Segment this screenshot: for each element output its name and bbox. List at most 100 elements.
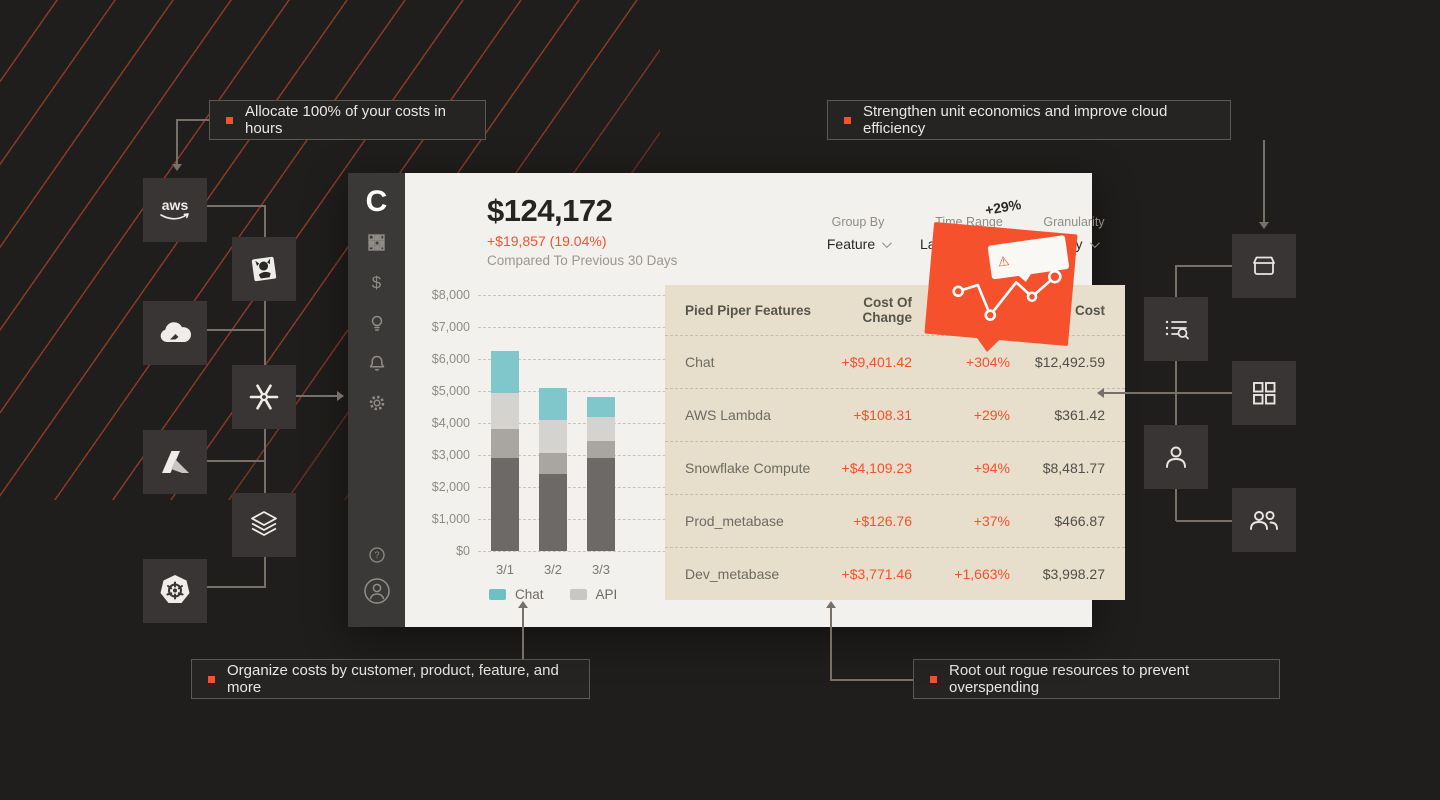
col-header-cost-of-change: Cost Of Change	[862, 295, 912, 325]
arrow-up-icon	[826, 601, 836, 608]
connector	[522, 608, 524, 659]
y-axis-tick: $1,000	[431, 512, 470, 526]
x-axis-tick: 3/2	[543, 562, 563, 577]
table-cell: Chat	[685, 354, 715, 370]
connector	[1263, 140, 1265, 222]
y-axis-tick: $6,000	[431, 352, 470, 366]
connector	[207, 329, 264, 331]
bar-segment	[539, 453, 567, 475]
kubernetes-icon	[143, 559, 207, 623]
bar-segment	[491, 392, 519, 430]
app-logo: C	[365, 185, 388, 218]
table-cell: Dev_metabase	[685, 566, 780, 582]
bar-segment	[539, 419, 567, 454]
group-by-control: Group By Feature	[803, 215, 913, 252]
anomaly-alert-sticker: ⚠	[924, 221, 1078, 354]
table-row[interactable]: Prod_metabase +$126.76 +37% $466.87	[665, 494, 1125, 547]
connector	[830, 679, 913, 681]
connector	[207, 205, 265, 207]
connector	[296, 395, 337, 397]
sidebar-account-avatar[interactable]	[348, 577, 405, 605]
table-cell: Prod_metabase	[685, 513, 784, 529]
callout-text: Organize costs by customer, product, fea…	[227, 662, 559, 696]
y-axis-tick: $2,000	[431, 480, 470, 494]
bullet-icon	[930, 675, 937, 683]
cost-audit-list-icon	[1144, 297, 1208, 361]
stacked-bar	[587, 397, 615, 551]
table-header-row: Pied Piper Features Cost Of Change Total…	[665, 285, 1125, 335]
callout-text: Strengthen unit economics and improve cl…	[863, 103, 1168, 137]
chevron-down-icon	[882, 237, 892, 248]
table-cell: +$108.31	[853, 407, 912, 423]
callout-unit-economics: Strengthen unit economics and improve cl…	[827, 100, 1231, 140]
table-cell: +94%	[973, 460, 1010, 476]
sidebar-cost-icon[interactable]: $	[371, 273, 382, 292]
sidebar-alerts-bell-icon[interactable]	[348, 354, 405, 372]
stacked-bar	[539, 387, 567, 551]
app-sidebar: C $ ?	[348, 173, 405, 627]
callout-allocate: Allocate 100% of your costs in hours	[209, 100, 486, 140]
legend-swatch	[569, 589, 587, 600]
table-cell: $361.42	[1054, 407, 1105, 423]
bar-segment	[491, 458, 519, 551]
bar-segment	[587, 440, 615, 459]
product-box-icon	[1232, 234, 1296, 298]
connector	[830, 608, 832, 681]
databricks-icon	[232, 493, 296, 557]
table-row[interactable]: Chat +$9,401.42 +304% $12,492.59	[665, 335, 1125, 388]
y-axis-tick: $3,000	[431, 448, 470, 462]
table-cell: +1,663%	[954, 566, 1010, 582]
aws-icon: aws	[143, 178, 207, 242]
table-cell: $466.87	[1054, 513, 1105, 529]
table-cell: +304%	[966, 354, 1010, 370]
google-cloud-icon	[143, 301, 207, 365]
sidebar-dashboard-icon[interactable]	[348, 234, 405, 251]
customer-person-icon	[1144, 425, 1208, 489]
team-people-icon	[1232, 488, 1296, 552]
group-by-label: Group By	[831, 215, 885, 229]
cost-delta: +$19,857 (19.04%)	[487, 233, 607, 249]
legend-swatch	[489, 589, 506, 600]
table-cell: +29%	[973, 407, 1010, 423]
chevron-down-icon	[1089, 237, 1100, 248]
legend-item: API	[569, 587, 618, 602]
sidebar-settings-gear-icon[interactable]	[348, 394, 405, 412]
table-cell: +37%	[973, 513, 1010, 529]
y-axis-tick: $8,000	[431, 288, 470, 302]
connector	[264, 301, 266, 365]
bar-segment	[539, 474, 567, 551]
table-row[interactable]: Snowflake Compute +$4,109.23 +94% $8,481.77	[665, 441, 1125, 494]
bullet-icon	[226, 116, 233, 124]
sidebar-insights-bulb-icon[interactable]	[348, 314, 405, 332]
compare-period: Compared To Previous 30 Days	[487, 253, 678, 268]
callout-organize: Organize costs by customer, product, fea…	[191, 659, 590, 699]
table-cell: $3,998.27	[1042, 566, 1105, 582]
bar-segment	[587, 397, 615, 417]
connector	[1176, 265, 1232, 267]
arrow-down-icon	[1259, 222, 1269, 229]
bar-segment	[491, 429, 519, 459]
connector	[264, 205, 266, 237]
datadog-icon	[232, 237, 296, 301]
granularity-label: Granularity	[1043, 215, 1105, 229]
sidebar-help-icon[interactable]: ?	[348, 546, 405, 564]
group-by-select[interactable]: Feature	[803, 236, 913, 252]
table-row[interactable]: AWS Lambda +$108.31 +29% $361.42	[665, 388, 1125, 441]
bullet-icon	[844, 116, 851, 124]
connector	[1175, 489, 1177, 521]
bar-segment	[491, 351, 519, 393]
warning-triangle-icon: ⚠	[996, 252, 1011, 270]
x-axis-tick: 3/3	[591, 562, 611, 577]
y-axis-tick: $4,000	[431, 416, 470, 430]
table-row[interactable]: Dev_metabase +$3,771.46 +1,663% $3,998.27	[665, 547, 1125, 600]
connector	[264, 557, 266, 588]
legend-label: API	[595, 587, 618, 602]
table-cell: $8,481.77	[1042, 460, 1105, 476]
arrow-up-icon	[518, 601, 528, 608]
arrow-down-icon	[172, 164, 182, 171]
table-cell: +$4,109.23	[841, 460, 912, 476]
connector	[1176, 520, 1232, 522]
x-axis-tick: 3/1	[495, 562, 515, 577]
legend-item: Chat	[489, 587, 544, 602]
